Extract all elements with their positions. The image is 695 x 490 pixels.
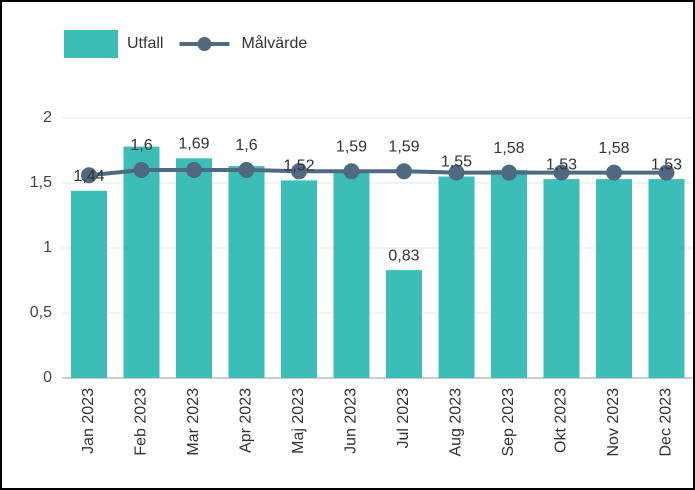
- y-tick-label: 0,5: [30, 304, 52, 321]
- data-label: 1,53: [546, 156, 577, 173]
- y-tick-label: 1,5: [30, 174, 52, 191]
- x-tick-label: Maj 2023: [290, 388, 307, 454]
- line-point: [343, 163, 360, 180]
- bar: [491, 170, 527, 378]
- x-tick-label: Mar 2023: [185, 388, 202, 456]
- x-tick-label: Nov 2023: [605, 388, 622, 457]
- line-point: [553, 164, 570, 181]
- legend-label: Utfall: [127, 35, 163, 52]
- line-point: [396, 163, 412, 180]
- x-tick-label: Jan 2023: [80, 388, 97, 454]
- x-tick-label: Apr 2023: [238, 388, 255, 453]
- y-tick-label: 2: [43, 109, 52, 126]
- data-label: 1,58: [598, 140, 629, 157]
- y-tick-label: 0: [43, 369, 52, 386]
- bar: [596, 179, 632, 378]
- line-point: [448, 164, 465, 181]
- line-point: [291, 163, 307, 180]
- line-point: [501, 164, 517, 181]
- data-label: 1,59: [388, 139, 419, 156]
- bar: [386, 270, 422, 378]
- bar: [333, 170, 370, 378]
- data-label: 1,55: [441, 154, 472, 171]
- data-label: 1,52: [283, 158, 314, 175]
- x-tick-label: Aug 2023: [448, 388, 465, 457]
- bar: [123, 146, 160, 378]
- bar: [543, 179, 580, 378]
- x-tick-label: Feb 2023: [133, 388, 150, 456]
- legend-label: Målvärde: [241, 34, 307, 52]
- data-label: 1,59: [336, 139, 367, 156]
- line-point: [133, 162, 150, 178]
- bar: [281, 180, 317, 378]
- x-tick-label: Sep 2023: [500, 388, 517, 457]
- line-point: [186, 162, 202, 178]
- y-tick-label: 1: [43, 239, 52, 256]
- x-tick-label: Jul 2023: [395, 388, 412, 449]
- line-point: [606, 164, 622, 181]
- line: [88, 168, 667, 178]
- data-label: 1,69: [178, 136, 209, 153]
- line-point: [238, 162, 255, 178]
- data-label: 1,6: [235, 137, 257, 154]
- bar: [176, 158, 212, 378]
- x-tick-label: Dec 2023: [658, 388, 675, 457]
- legend-swatch: [64, 30, 118, 58]
- bar: [648, 179, 685, 378]
- bar: [228, 166, 265, 378]
- x-tick-label: Okt 2023: [553, 388, 570, 453]
- data-label: 1,6: [130, 137, 152, 154]
- line-point: [81, 167, 97, 184]
- line-point: [658, 164, 675, 181]
- x-tick-label: Jun 2023: [343, 388, 360, 454]
- data-label: 1,53: [651, 156, 682, 173]
- data-label: 1,44: [73, 168, 104, 185]
- data-label: 0,83: [388, 247, 419, 264]
- legend-swatch: [197, 37, 212, 51]
- data-label: 1,58: [493, 140, 524, 157]
- bar: [438, 176, 475, 378]
- bar: [71, 190, 107, 378]
